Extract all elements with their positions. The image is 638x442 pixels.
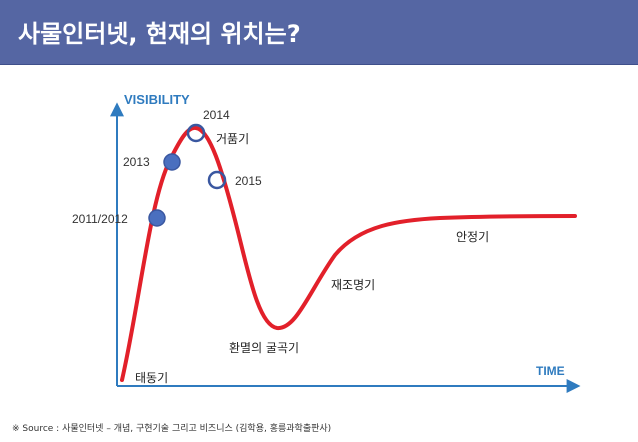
- source-footnote: ※ Source : 사물인터넷 – 개념, 구현기술 그리고 비즈니스 (김학…: [12, 424, 332, 434]
- marker-2015-ring: [207, 170, 227, 190]
- marker-2014-label: 2014: [203, 108, 230, 122]
- phase-trough-label: 환멸의 굴곡기: [229, 341, 300, 355]
- phase-slope-label: 재조명기: [331, 278, 376, 292]
- marker-2011-2012-label: 2011/2012: [72, 212, 128, 226]
- marker-2011-2012-dot: [148, 209, 166, 227]
- marker-2013-dot: [163, 153, 181, 171]
- marker-2015-label: 2015: [235, 174, 262, 188]
- hype-curve: [120, 125, 577, 382]
- phase-trigger-label: 태동기: [135, 371, 169, 385]
- marker-2013-label: 2013: [123, 155, 150, 169]
- phase-peak-label: 거품기: [216, 132, 250, 146]
- phase-plateau-label: 안정기: [456, 230, 490, 244]
- title-bar: 사물인터넷, 현재의 위치는?: [0, 0, 638, 65]
- x-axis-label: TIME: [536, 364, 565, 378]
- marker-2014-ring: [186, 123, 206, 143]
- page-title: 사물인터넷, 현재의 위치는?: [18, 20, 301, 48]
- y-axis-label: VISIBILITY: [124, 92, 190, 107]
